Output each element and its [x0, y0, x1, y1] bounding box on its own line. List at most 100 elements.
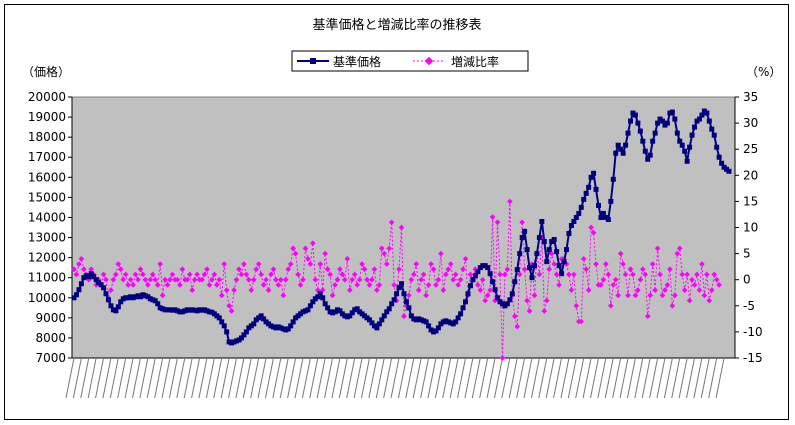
rate-point	[694, 271, 700, 278]
y-right-tick-label: 25	[743, 142, 758, 156]
rate-point	[696, 287, 703, 293]
price-point	[399, 281, 404, 287]
rate-point	[504, 266, 511, 273]
rate-point	[684, 271, 690, 278]
price-point	[578, 204, 584, 210]
rate-point	[149, 271, 156, 278]
price-point	[554, 249, 560, 255]
rate-point	[258, 271, 264, 278]
rate-point	[536, 271, 543, 278]
price-point	[632, 112, 638, 118]
rate-point	[142, 276, 149, 283]
x-tick	[641, 357, 651, 399]
x-tick	[700, 357, 710, 399]
price-point	[669, 109, 675, 115]
x-tick	[590, 357, 599, 399]
rate-point	[108, 287, 114, 293]
rate-point	[455, 282, 461, 288]
legend-label-price: 基準価格	[333, 54, 381, 69]
price-point	[696, 116, 702, 122]
rate-point	[708, 287, 715, 293]
price-point	[519, 235, 525, 241]
price-point	[374, 325, 380, 331]
rate-point	[460, 266, 466, 273]
rate-point	[625, 292, 631, 299]
x-tick	[582, 357, 592, 399]
price-point	[689, 132, 695, 138]
rate-point	[246, 276, 252, 283]
price-point	[679, 142, 685, 148]
price-point	[586, 184, 592, 190]
rate-point	[344, 255, 351, 262]
rate-point	[475, 282, 481, 288]
y-right-tick-label: 5	[743, 247, 751, 261]
legend-label-rate: 増減比率	[451, 54, 499, 69]
x-tick	[353, 357, 363, 399]
y-left-axis: 7000 8000 9000 10000 11000 12000 13000 14000 150…	[28, 90, 73, 365]
price-point	[403, 299, 409, 305]
price-point	[261, 316, 267, 322]
rate-point	[140, 271, 146, 278]
x-tick	[612, 357, 622, 399]
y-right-tick-label: 35	[743, 90, 758, 104]
price-point	[113, 308, 119, 314]
price-point	[709, 126, 715, 132]
y-left-tick-label: 15000	[28, 190, 66, 204]
rate-point	[644, 313, 651, 320]
price-point	[509, 291, 515, 297]
x-tick	[479, 357, 489, 399]
price-point	[423, 319, 429, 325]
rate-point	[381, 250, 388, 257]
price-point	[490, 279, 496, 285]
price-point	[463, 299, 469, 305]
x-tick	[427, 357, 437, 399]
rate-point	[216, 276, 223, 283]
rate-point	[113, 271, 119, 278]
y-left-tick-label: 7000	[35, 351, 66, 365]
price-point	[615, 142, 621, 148]
rate-point	[514, 323, 521, 330]
rate-point	[351, 271, 358, 278]
x-tick	[87, 357, 97, 399]
price-point	[401, 291, 407, 297]
price-point	[539, 218, 545, 224]
price-point	[628, 118, 634, 124]
x-tick	[139, 357, 149, 399]
rate-point	[265, 287, 272, 293]
rate-point	[588, 224, 594, 231]
x-tick	[449, 357, 459, 399]
rate-point	[253, 266, 260, 273]
price-point	[544, 259, 550, 265]
rate-point	[255, 261, 262, 267]
rate-point	[662, 287, 668, 293]
price-point	[561, 259, 567, 265]
price-point	[588, 174, 594, 180]
rate-point	[482, 297, 489, 304]
rate-point	[223, 287, 230, 293]
y-right-tick-label: 15	[743, 194, 758, 208]
rate-point	[413, 261, 420, 267]
x-tick	[205, 357, 215, 399]
x-tick	[109, 357, 119, 399]
x-tick	[161, 357, 171, 399]
rate-point	[189, 287, 196, 293]
x-tick	[516, 357, 526, 399]
rate-point	[524, 297, 530, 304]
rate-point	[652, 287, 658, 293]
rate-point	[137, 266, 144, 273]
rate-point	[566, 271, 572, 278]
price-point	[91, 274, 97, 280]
rate-point	[440, 287, 447, 293]
rate-point	[452, 271, 459, 278]
rate-point	[632, 292, 639, 299]
y-right-axis: -15 -10 -5 0 5 10 15 20 25 30 35	[734, 90, 763, 365]
rate-point	[526, 308, 533, 314]
price-point	[386, 306, 392, 312]
rate-point	[238, 271, 245, 278]
rate-point	[317, 261, 324, 267]
price-point	[504, 301, 510, 307]
x-tick	[434, 357, 444, 399]
price-point	[600, 210, 606, 216]
rate-point	[447, 261, 454, 267]
rate-point	[543, 297, 550, 304]
